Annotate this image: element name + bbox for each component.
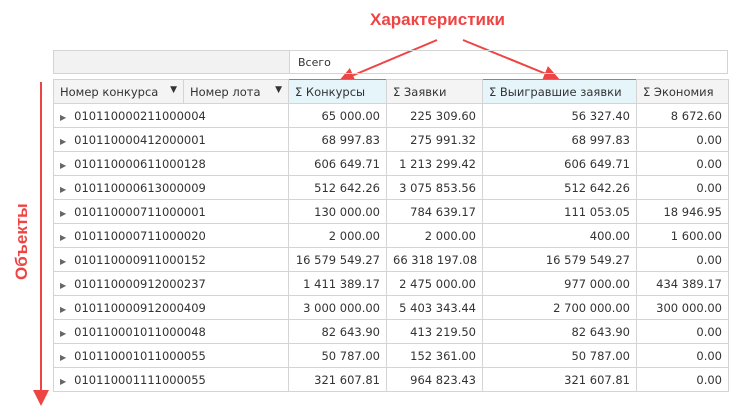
value-cell: 0.00 bbox=[636, 247, 729, 272]
row-header[interactable]: ▶ 010110000613000009 bbox=[53, 175, 289, 200]
row-header[interactable]: ▶ 010110000412000001 bbox=[53, 127, 289, 152]
pivot-table: Номер конкурса ▼ Номер лота ▼ Σ Конкурсы Σ… bbox=[53, 79, 729, 392]
value-cell: 2 000.00 bbox=[288, 223, 387, 248]
value-cell: 111 053.05 bbox=[482, 199, 637, 224]
filter-icon[interactable]: ▼ bbox=[275, 84, 282, 95]
grand-total-header: Всего bbox=[298, 56, 331, 69]
value-cell: 66 318 197.08 bbox=[386, 247, 483, 272]
value-cell: 2 000.00 bbox=[386, 223, 483, 248]
header-lot-number[interactable]: Номер лота ▼ bbox=[183, 79, 289, 104]
value-cell: 50 787.00 bbox=[288, 343, 387, 368]
value-cell: 964 823.43 bbox=[386, 367, 483, 392]
value-cell: 275 991.32 bbox=[386, 127, 483, 152]
value-cell: 225 309.60 bbox=[386, 103, 483, 128]
table-row[interactable]: ▶ 010110000711000001 130 000.00 784 639.17 1… bbox=[53, 199, 729, 224]
table-row[interactable]: ▶ 010110000211000004 65 000.00 225 309.60 56… bbox=[53, 103, 729, 128]
value-cell: 3 075 853.56 bbox=[386, 175, 483, 200]
table-row[interactable]: ▶ 010110000912000409 3 000 000.00 5 403 343… bbox=[53, 295, 729, 320]
row-header[interactable]: ▶ 010110000912000409 bbox=[53, 295, 289, 320]
row-header[interactable]: ▶ 010110000711000020 bbox=[53, 223, 289, 248]
value-cell: 2 475 000.00 bbox=[386, 271, 483, 296]
value-cell: 18 946.95 bbox=[636, 199, 729, 224]
table-row[interactable]: ▶ 010110000611000128 606 649.71 1 213 299.4… bbox=[53, 151, 729, 176]
header-winning-applications[interactable]: Σ Выигравшие заявки bbox=[482, 79, 637, 104]
table-row[interactable]: ▶ 010110001011000048 82 643.90 413 219.50 82… bbox=[53, 319, 729, 344]
value-cell: 512 642.26 bbox=[288, 175, 387, 200]
header-savings[interactable]: Σ Экономия bbox=[636, 79, 729, 104]
expand-icon[interactable]: ▶ bbox=[60, 232, 67, 242]
expand-icon[interactable]: ▶ bbox=[60, 328, 67, 338]
corner-cell bbox=[54, 51, 290, 73]
value-cell: 152 361.00 bbox=[386, 343, 483, 368]
header-contests[interactable]: Σ Конкурсы bbox=[288, 79, 387, 104]
expand-icon[interactable]: ▶ bbox=[60, 256, 67, 266]
row-header[interactable]: ▶ 010110000912000237 bbox=[53, 271, 289, 296]
value-cell: 606 649.71 bbox=[288, 151, 387, 176]
value-cell: 82 643.90 bbox=[288, 319, 387, 344]
value-cell: 68 997.83 bbox=[482, 127, 637, 152]
table-row[interactable]: ▶ 010110001011000055 50 787.00 152 361.00 50… bbox=[53, 343, 729, 368]
value-cell: 3 000 000.00 bbox=[288, 295, 387, 320]
value-cell: 977 000.00 bbox=[482, 271, 637, 296]
value-cell: 2 700 000.00 bbox=[482, 295, 637, 320]
value-cell: 16 579 549.27 bbox=[288, 247, 387, 272]
expand-icon[interactable]: ▶ bbox=[60, 136, 67, 146]
table-row[interactable]: ▶ 010110000613000009 512 642.26 3 075 853.5… bbox=[53, 175, 729, 200]
value-cell: 56 327.40 bbox=[482, 103, 637, 128]
value-cell: 68 997.83 bbox=[288, 127, 387, 152]
table-row[interactable]: ▶ 010110000711000020 2 000.00 2 000.00 400.0… bbox=[53, 223, 729, 248]
table-row[interactable]: ▶ 010110000911000152 16 579 549.27 66 318 1… bbox=[53, 247, 729, 272]
row-header[interactable]: ▶ 010110000211000004 bbox=[53, 103, 289, 128]
header-contest-number[interactable]: Номер конкурса ▼ bbox=[53, 79, 184, 104]
expand-icon[interactable]: ▶ bbox=[60, 112, 67, 122]
value-cell: 784 639.17 bbox=[386, 199, 483, 224]
value-cell: 0.00 bbox=[636, 343, 729, 368]
expand-icon[interactable]: ▶ bbox=[60, 184, 67, 194]
value-cell: 0.00 bbox=[636, 367, 729, 392]
filter-icon[interactable]: ▼ bbox=[170, 84, 177, 95]
value-cell: 606 649.71 bbox=[482, 151, 637, 176]
value-cell: 0.00 bbox=[636, 175, 729, 200]
arrow-to-winning bbox=[462, 39, 560, 81]
expand-icon[interactable]: ▶ bbox=[60, 208, 67, 218]
value-cell: 512 642.26 bbox=[482, 175, 637, 200]
value-cell: 321 607.81 bbox=[482, 367, 637, 392]
value-cell: 0.00 bbox=[636, 151, 729, 176]
value-cell: 65 000.00 bbox=[288, 103, 387, 128]
value-cell: 400.00 bbox=[482, 223, 637, 248]
value-cell: 434 389.17 bbox=[636, 271, 729, 296]
table-row[interactable]: ▶ 010110001111000055 321 607.81 964 823.43 3… bbox=[53, 367, 729, 392]
value-cell: 16 579 549.27 bbox=[482, 247, 637, 272]
column-group-header: Всего bbox=[53, 50, 728, 74]
value-cell: 5 403 343.44 bbox=[386, 295, 483, 320]
row-header[interactable]: ▶ 010110000711000001 bbox=[53, 199, 289, 224]
value-cell: 130 000.00 bbox=[288, 199, 387, 224]
row-header[interactable]: ▶ 010110001111000055 bbox=[53, 367, 289, 392]
value-cell: 50 787.00 bbox=[482, 343, 637, 368]
annotation-characteristics: Характеристики bbox=[370, 10, 505, 29]
expand-icon[interactable]: ▶ bbox=[60, 352, 67, 362]
value-cell: 1 600.00 bbox=[636, 223, 729, 248]
expand-icon[interactable]: ▶ bbox=[60, 160, 67, 170]
value-cell: 0.00 bbox=[636, 319, 729, 344]
value-cell: 82 643.90 bbox=[482, 319, 637, 344]
header-applications[interactable]: Σ Заявки bbox=[386, 79, 483, 104]
value-cell: 0.00 bbox=[636, 127, 729, 152]
row-header[interactable]: ▶ 010110000611000128 bbox=[53, 151, 289, 176]
expand-icon[interactable]: ▶ bbox=[60, 280, 67, 290]
table-row[interactable]: ▶ 010110000412000001 68 997.83 275 991.32 68… bbox=[53, 127, 729, 152]
value-cell: 1 213 299.42 bbox=[386, 151, 483, 176]
value-cell: 413 219.50 bbox=[386, 319, 483, 344]
row-header[interactable]: ▶ 010110001011000048 bbox=[53, 319, 289, 344]
expand-icon[interactable]: ▶ bbox=[60, 304, 67, 314]
value-cell: 321 607.81 bbox=[288, 367, 387, 392]
value-cell: 1 411 389.17 bbox=[288, 271, 387, 296]
value-cell: 300 000.00 bbox=[636, 295, 729, 320]
value-cell: 8 672.60 bbox=[636, 103, 729, 128]
table-row[interactable]: ▶ 010110000912000237 1 411 389.17 2 475 000… bbox=[53, 271, 729, 296]
expand-icon[interactable]: ▶ bbox=[60, 376, 67, 386]
row-header[interactable]: ▶ 010110000911000152 bbox=[53, 247, 289, 272]
row-header[interactable]: ▶ 010110001011000055 bbox=[53, 343, 289, 368]
